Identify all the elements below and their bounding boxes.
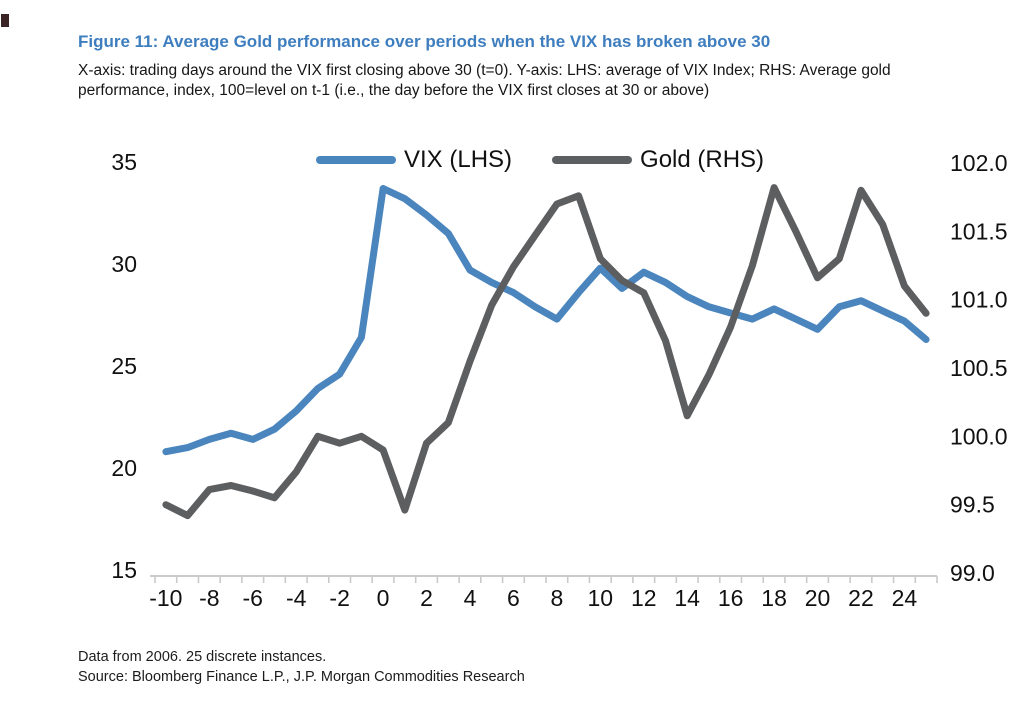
svg-text:-10: -10 [149, 585, 182, 611]
svg-text:102.0: 102.0 [950, 150, 1008, 176]
footnote-data: Data from 2006. 25 discrete instances. [78, 649, 327, 665]
svg-text:14: 14 [674, 585, 700, 611]
svg-text:2: 2 [420, 585, 433, 611]
legend-label-vix: VIX (LHS) [404, 145, 513, 173]
svg-text:0: 0 [377, 585, 390, 611]
figure-subtitle: X-axis: trading days around the VIX firs… [78, 62, 891, 99]
svg-text:35: 35 [111, 149, 137, 175]
svg-text:-8: -8 [199, 585, 219, 611]
svg-text:6: 6 [507, 585, 520, 611]
svg-text:99.0: 99.0 [950, 560, 995, 586]
legend-swatch-vix [316, 155, 396, 164]
page-edge-mark [1, 14, 9, 27]
chart-legend: VIX (LHS) Gold (RHS) [316, 146, 764, 173]
svg-text:25: 25 [111, 353, 137, 379]
svg-text:30: 30 [111, 251, 137, 277]
svg-text:4: 4 [464, 585, 477, 611]
svg-text:-4: -4 [286, 585, 307, 611]
svg-text:20: 20 [805, 585, 831, 611]
legend-swatch-gold [552, 155, 633, 164]
figure-title: Figure 11: Average Gold performance over… [78, 32, 771, 51]
svg-text:101.0: 101.0 [950, 287, 1008, 313]
svg-text:-6: -6 [243, 585, 263, 611]
svg-text:18: 18 [761, 585, 787, 611]
svg-text:12: 12 [631, 585, 657, 611]
svg-text:-2: -2 [329, 585, 349, 611]
svg-text:100.5: 100.5 [950, 355, 1008, 381]
svg-text:8: 8 [550, 585, 563, 611]
svg-text:16: 16 [718, 585, 744, 611]
svg-text:24: 24 [892, 585, 918, 611]
svg-text:100.0: 100.0 [950, 423, 1008, 449]
svg-text:22: 22 [848, 585, 874, 611]
svg-text:99.5: 99.5 [950, 492, 995, 518]
legend-label-gold: Gold (RHS) [640, 145, 765, 173]
svg-text:15: 15 [111, 557, 137, 583]
svg-text:20: 20 [111, 455, 137, 481]
svg-text:101.5: 101.5 [950, 218, 1008, 244]
footnote-source: Source: Bloomberg Finance L.P., J.P. Mor… [78, 669, 525, 685]
svg-text:10: 10 [588, 585, 614, 611]
